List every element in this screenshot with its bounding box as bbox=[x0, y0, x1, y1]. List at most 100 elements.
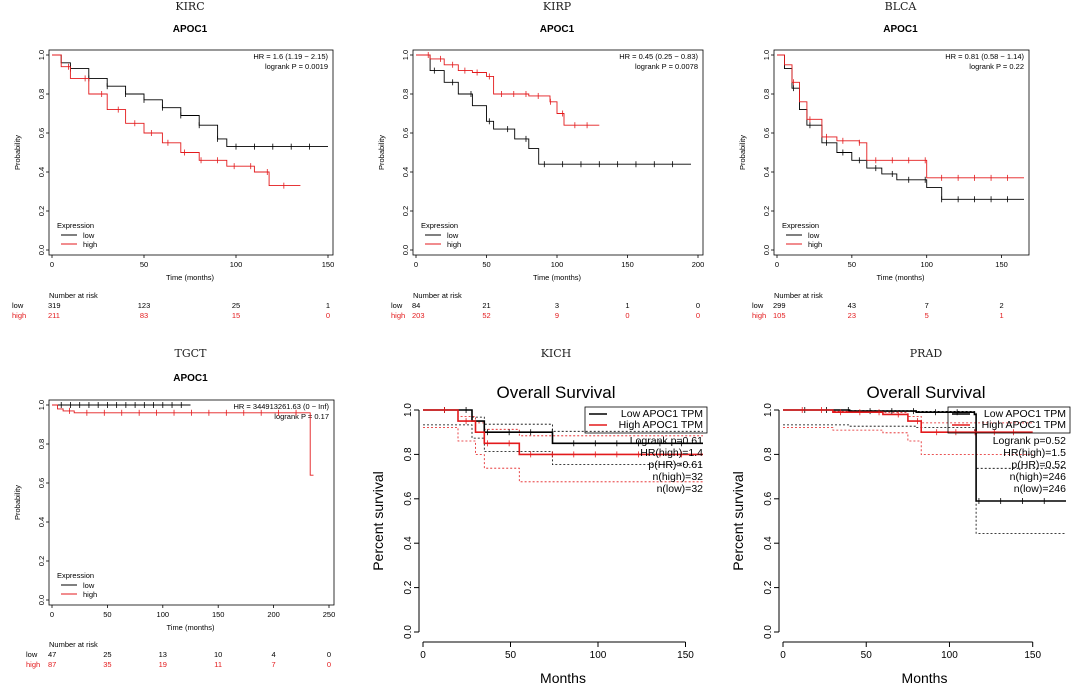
y-tick-label: 0.8 bbox=[401, 89, 410, 99]
panel-blca: BLCA APOC1 0.0 0.2 0.4 0.6 0.8 1.0 0 50 100 150 Time… bbox=[738, 0, 1030, 320]
risk-count: 0 bbox=[696, 301, 700, 310]
series-high bbox=[416, 54, 600, 126]
risk-count: 1 bbox=[625, 301, 629, 310]
plot-frame bbox=[48, 49, 334, 256]
series-line-1 bbox=[783, 409, 1033, 433]
risk-title: Number at risk bbox=[774, 291, 823, 300]
x-tick-label: 100 bbox=[941, 650, 958, 661]
y-tick-label: 0.4 bbox=[403, 536, 414, 550]
ci-lower-1 bbox=[783, 427, 1033, 455]
stat-line: n(high)=246 bbox=[1010, 471, 1066, 483]
x-tick-label: 0 bbox=[775, 260, 779, 269]
y-axis-label: Probability bbox=[377, 135, 386, 170]
series-low bbox=[416, 54, 691, 165]
ci-lower-0 bbox=[423, 424, 703, 465]
x-tick-label: 0 bbox=[420, 650, 426, 661]
panel-title: BLCA bbox=[885, 0, 918, 13]
x-axis-label: Time (months) bbox=[876, 273, 925, 282]
legend-label-1: High APOC1 TPM bbox=[619, 419, 703, 431]
legend-label-0: Low APOC1 TPM bbox=[984, 408, 1066, 420]
risk-count: 2 bbox=[999, 301, 1003, 310]
y-tick-label: 0.2 bbox=[401, 206, 410, 216]
risk-count: 13 bbox=[159, 650, 167, 659]
stat-line: p(HR)=0.61 bbox=[648, 459, 703, 471]
y-tick-label: 0.0 bbox=[763, 625, 774, 639]
x-tick-label: 0 bbox=[414, 260, 418, 269]
risk-count: 35 bbox=[103, 660, 111, 669]
y-tick-label: 0.8 bbox=[763, 447, 774, 461]
risk-count: 1 bbox=[999, 311, 1003, 320]
risk-count: 319 bbox=[48, 301, 61, 310]
risk-count: 23 bbox=[848, 311, 856, 320]
risk-count: 203 bbox=[412, 311, 425, 320]
risk-count: 19 bbox=[159, 660, 167, 669]
y-tick-label: 0.4 bbox=[37, 167, 46, 177]
y-tick-label: 0.6 bbox=[763, 491, 774, 505]
y-tick-label: 0.6 bbox=[762, 128, 771, 138]
x-tick-label: 150 bbox=[677, 650, 694, 661]
panel-title: KIRC bbox=[175, 0, 204, 13]
legend-box bbox=[584, 406, 708, 434]
risk-title: Number at risk bbox=[49, 640, 98, 649]
risk-row-label-high: high bbox=[752, 311, 766, 320]
y-tick-label: 1.0 bbox=[37, 50, 46, 60]
risk-count: 5 bbox=[925, 311, 929, 320]
panel-kich: KICH Overall Survival 0.0 0.2 0.4 0.6 0.8 1.0 0 5… bbox=[370, 347, 708, 686]
legend-label-low: low bbox=[83, 231, 95, 240]
y-tick-label: 0.2 bbox=[37, 556, 46, 566]
legend-label-low: low bbox=[808, 231, 820, 240]
y-tick-label: 0.2 bbox=[762, 206, 771, 216]
y-tick-label: 1.0 bbox=[37, 400, 46, 410]
panel-title: KIRP bbox=[543, 0, 572, 13]
y-tick-label: 1.0 bbox=[763, 403, 774, 417]
y-tick-label: 0.8 bbox=[37, 89, 46, 99]
legend-label-0: Low APOC1 TPM bbox=[621, 408, 703, 420]
y-axis-label: Probability bbox=[13, 485, 22, 520]
y-axis-label: Probability bbox=[13, 135, 22, 170]
risk-title: Number at risk bbox=[49, 291, 98, 300]
x-axis-label: Time (months) bbox=[166, 273, 215, 282]
series-line-0 bbox=[783, 409, 1066, 502]
risk-count: 52 bbox=[482, 311, 490, 320]
plot-frame bbox=[773, 49, 1030, 256]
x-tick-label: 200 bbox=[267, 610, 280, 619]
chart-title: Overall Survival bbox=[866, 383, 985, 402]
chart-title: Overall Survival bbox=[496, 383, 615, 402]
risk-row-label-low: low bbox=[12, 301, 24, 310]
y-tick-label: 0.2 bbox=[37, 206, 46, 216]
y-tick-label: 0.6 bbox=[37, 128, 46, 138]
stat-line: Logrank p=0.52 bbox=[993, 435, 1066, 447]
x-tick-label: 150 bbox=[212, 610, 225, 619]
x-tick-label: 250 bbox=[323, 610, 336, 619]
x-tick-label: 50 bbox=[848, 260, 856, 269]
legend-title: Expression bbox=[57, 221, 94, 230]
hr-annotation: HR = 344913261.63 (0 − Inf) bbox=[234, 402, 330, 411]
y-axis-label: Percent survival bbox=[370, 471, 386, 571]
risk-row-label-high: high bbox=[391, 311, 405, 320]
x-tick-label: 150 bbox=[621, 260, 634, 269]
legend-label-high: high bbox=[83, 240, 97, 249]
x-tick-label: 50 bbox=[861, 650, 873, 661]
x-tick-label: 150 bbox=[322, 260, 335, 269]
risk-count: 25 bbox=[103, 650, 111, 659]
risk-count: 105 bbox=[773, 311, 786, 320]
legend-label-1: High APOC1 TPM bbox=[982, 419, 1066, 431]
x-tick-label: 50 bbox=[103, 610, 111, 619]
x-axis-label: Months bbox=[902, 670, 948, 686]
series-line-1 bbox=[423, 409, 703, 456]
plot-frame bbox=[412, 49, 704, 256]
panel-title: TGCT bbox=[175, 347, 208, 360]
x-tick-label: 0 bbox=[780, 650, 786, 661]
legend-label-low: low bbox=[83, 581, 95, 590]
x-tick-label: 100 bbox=[590, 650, 607, 661]
x-tick-label: 50 bbox=[482, 260, 490, 269]
risk-count: 123 bbox=[138, 301, 151, 310]
risk-count: 299 bbox=[773, 301, 786, 310]
risk-count: 0 bbox=[327, 650, 331, 659]
y-tick-label: 0.6 bbox=[401, 128, 410, 138]
risk-count: 1 bbox=[326, 301, 330, 310]
y-tick-label: 0.8 bbox=[403, 447, 414, 461]
stat-line: Logrank p=0.61 bbox=[630, 435, 703, 447]
